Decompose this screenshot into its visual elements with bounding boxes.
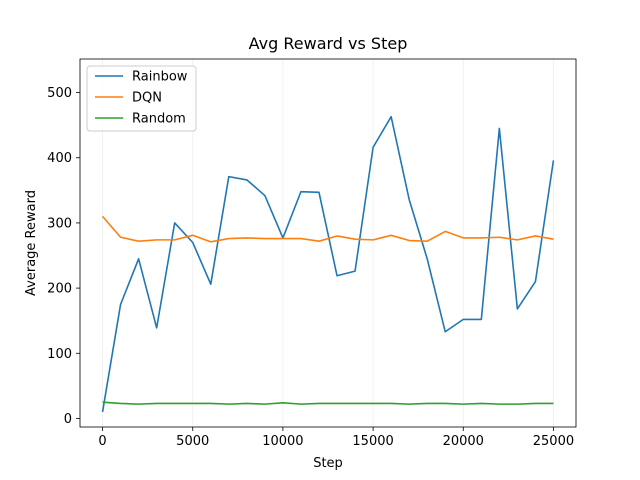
- x-tick-label-2: 10000: [262, 434, 303, 449]
- chart-title: Avg Reward vs Step: [249, 34, 408, 53]
- legend-label-rainbow: Rainbow: [132, 70, 188, 85]
- x-tick-label-1: 5000: [176, 434, 209, 449]
- series-line-rainbow: [101, 115, 555, 413]
- y-tick-label-1: 100: [47, 347, 72, 362]
- y-tick-label-5: 500: [47, 86, 72, 101]
- x-tick-label-0: 0: [98, 434, 106, 449]
- x-tick-label-3: 15000: [352, 434, 393, 449]
- y-tick-label-0: 0: [64, 412, 72, 427]
- x-tick-label-5: 25000: [533, 434, 574, 449]
- x-axis-label: Step: [313, 456, 343, 471]
- legend: Rainbow DQN Random: [86, 65, 197, 132]
- y-axis-ticks: 0 100 200 300 400 500: [47, 86, 80, 427]
- legend-label-random: Random: [132, 112, 186, 127]
- series-lines: [101, 115, 555, 413]
- legend-label-dqn: DQN: [132, 91, 162, 106]
- y-tick-label-2: 200: [47, 282, 72, 297]
- x-tick-label-4: 20000: [443, 434, 484, 449]
- y-axis-label: Average Reward: [24, 190, 39, 296]
- series-line-random: [102, 401, 554, 405]
- series-line-dqn: [101, 215, 554, 243]
- y-tick-label-3: 300: [47, 216, 72, 231]
- plot-frame: [79, 58, 577, 428]
- x-axis-ticks: 0 5000 10000 15000 20000 25000: [98, 427, 574, 449]
- y-tick-label-4: 400: [47, 151, 72, 166]
- legend-box: [86, 65, 197, 132]
